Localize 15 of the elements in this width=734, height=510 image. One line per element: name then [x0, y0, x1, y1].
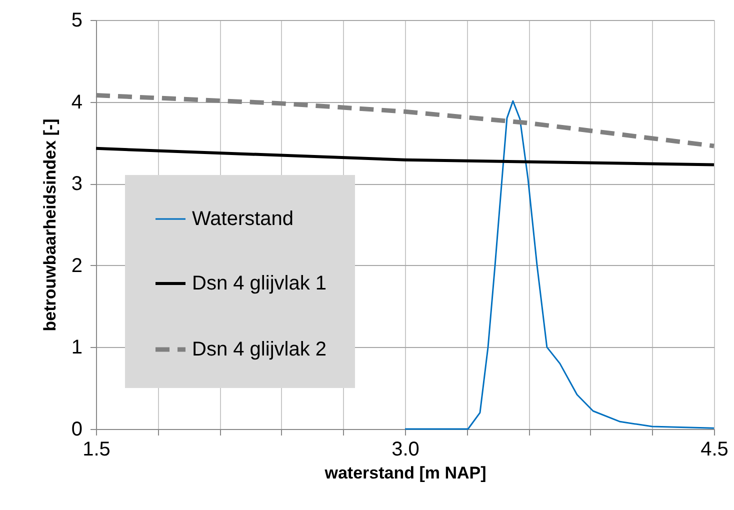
line-series: [404, 100, 715, 430]
y-tick-label: 2: [71, 254, 82, 277]
y-tick-label: 4: [71, 91, 82, 114]
y-tick-label: 5: [71, 10, 82, 32]
y-tick-label: 3: [71, 173, 82, 196]
y-axis-title: betrouwbaarheidsindex [-]: [40, 118, 60, 332]
x-tick-label: 1.5: [82, 438, 110, 460]
legend-label: Dsn 4 glijvlak 2: [192, 338, 327, 360]
x-tick-label: 4.5: [700, 438, 728, 460]
y-tick-label: 1: [71, 336, 82, 359]
legend-label: Waterstand: [192, 208, 294, 230]
x-axis-title: waterstand [m NAP]: [324, 464, 486, 482]
legend-label: Dsn 4 glijvlak 1: [192, 272, 327, 294]
y-tick-label: 0: [71, 418, 82, 440]
x-tick-label: 3.0: [392, 438, 420, 460]
